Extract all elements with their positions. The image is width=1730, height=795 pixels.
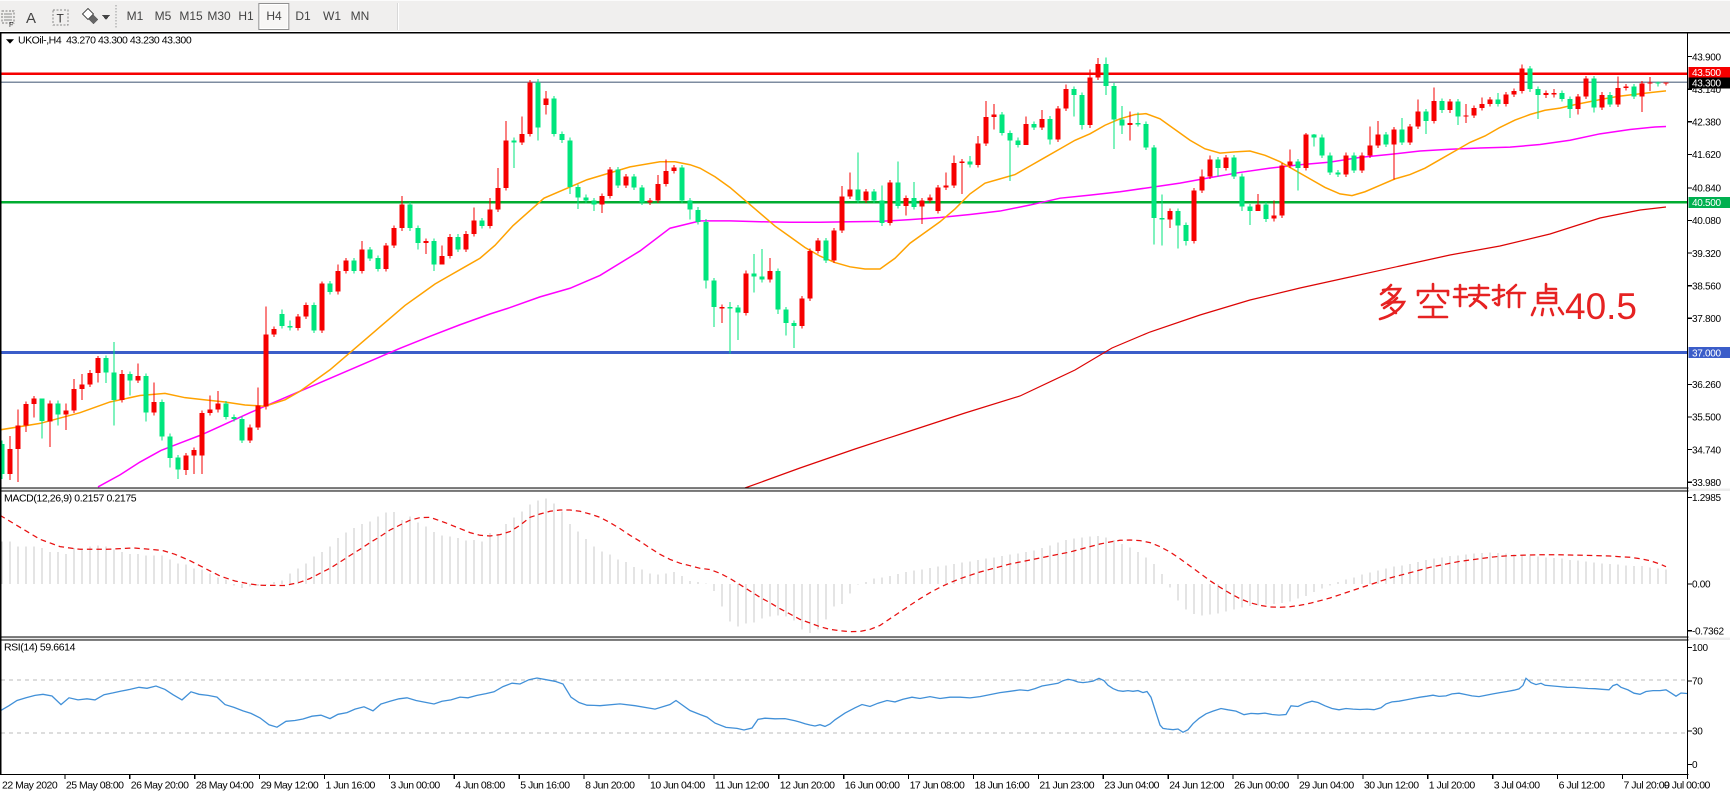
svg-text:5 Jun 16:00: 5 Jun 16:00 [520,780,570,792]
svg-text:43.500: 43.500 [1692,68,1722,79]
svg-text:1 Jul 20:00: 1 Jul 20:00 [1429,780,1476,792]
svg-text:40.840: 40.840 [1692,184,1722,195]
svg-text:30 Jun 12:00: 30 Jun 12:00 [1364,780,1419,792]
svg-text:RSI(14) 59.6614: RSI(14) 59.6614 [4,642,76,654]
svg-text:21 Jun 23:00: 21 Jun 23:00 [1039,780,1094,792]
svg-text:4 Jun 08:00: 4 Jun 08:00 [455,780,505,792]
svg-text:-0.7362: -0.7362 [1692,627,1725,638]
svg-text:0.00: 0.00 [1692,580,1711,591]
svg-text:40.080: 40.080 [1692,216,1722,227]
svg-text:1.2985: 1.2985 [1692,493,1722,504]
svg-text:3 Jun 00:00: 3 Jun 00:00 [390,780,440,792]
svg-text:6 Jul 12:00: 6 Jul 12:00 [1559,780,1606,792]
svg-text:36.260: 36.260 [1692,380,1722,391]
svg-text:UKOil-,H4 43.270 43.300 43.23: UKOil-,H4 43.270 43.300 43.230 43.300 [18,35,192,47]
svg-text:33.980: 33.980 [1692,478,1722,489]
svg-text:40.500: 40.500 [1692,198,1722,209]
svg-text:37.800: 37.800 [1692,314,1722,325]
svg-text:26 Jun 00:00: 26 Jun 00:00 [1234,780,1289,792]
svg-text:34.740: 34.740 [1692,445,1722,456]
svg-text:12 Jun 20:00: 12 Jun 20:00 [780,780,835,792]
svg-text:40.5: 40.5 [1565,286,1637,327]
svg-text:A: A [26,10,36,27]
svg-text:35.500: 35.500 [1692,413,1722,424]
svg-text:43.300: 43.300 [1692,79,1722,90]
svg-text:16 Jun 00:00: 16 Jun 00:00 [845,780,900,792]
svg-text:30: 30 [1692,727,1703,738]
svg-text:1 Jun 16:00: 1 Jun 16:00 [326,780,376,792]
svg-text:T: T [57,12,65,26]
svg-text:18 Jun 16:00: 18 Jun 16:00 [975,780,1030,792]
svg-text:37.000: 37.000 [1692,348,1722,359]
svg-text:25 May 08:00: 25 May 08:00 [66,780,124,792]
svg-text:23 Jun 04:00: 23 Jun 04:00 [1104,780,1159,792]
svg-text:26 May 20:00: 26 May 20:00 [131,780,189,792]
svg-text:22 May 2020: 22 May 2020 [2,780,58,792]
svg-text:100: 100 [1692,643,1709,654]
svg-text:41.620: 41.620 [1692,150,1722,161]
svg-text:7 Jul 20:00: 7 Jul 20:00 [1624,780,1671,792]
svg-text:0: 0 [1692,760,1698,771]
svg-text:28 May 04:00: 28 May 04:00 [196,780,254,792]
svg-text:F: F [9,22,13,29]
svg-text:11 Jun 12:00: 11 Jun 12:00 [715,780,770,792]
svg-text:43.140: 43.140 [1692,85,1722,96]
svg-text:24 Jun 12:00: 24 Jun 12:00 [1169,780,1224,792]
svg-text:39.320: 39.320 [1692,249,1722,260]
svg-text:29 Jun 04:00: 29 Jun 04:00 [1299,780,1354,792]
svg-text:42.380: 42.380 [1692,118,1722,129]
svg-text:17 Jun 08:00: 17 Jun 08:00 [910,780,965,792]
svg-text:10 Jun 04:00: 10 Jun 04:00 [650,780,705,792]
svg-text:43.900: 43.900 [1692,52,1722,63]
svg-text:3 Jul 04:00: 3 Jul 04:00 [1494,780,1541,792]
svg-text:8 Jun 20:00: 8 Jun 20:00 [585,780,635,792]
svg-text:38.560: 38.560 [1692,281,1722,292]
svg-text:MACD(12,26,9) 0.2157 0.2175: MACD(12,26,9) 0.2157 0.2175 [4,493,137,505]
svg-text:9 Jul 00:00: 9 Jul 00:00 [1664,780,1711,792]
svg-text:29 May 12:00: 29 May 12:00 [261,780,319,792]
svg-text:70: 70 [1692,677,1703,688]
